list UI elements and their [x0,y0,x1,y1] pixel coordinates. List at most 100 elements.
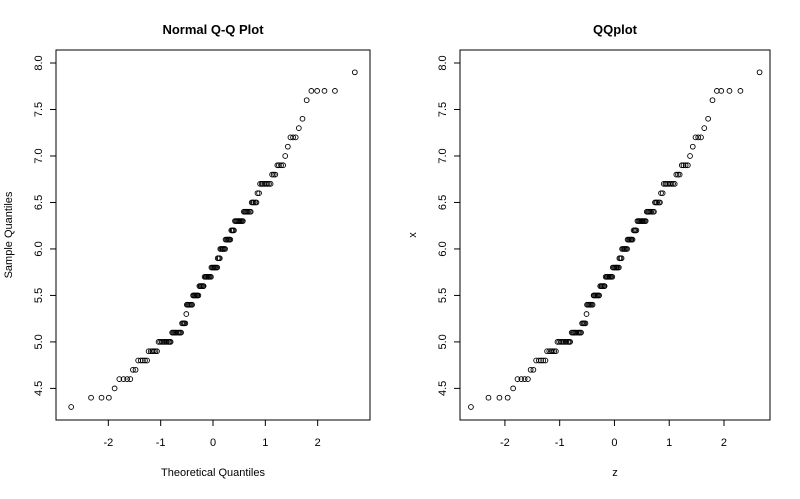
point [157,339,163,345]
point [321,88,328,94]
x-tick-label: -2 [103,437,113,449]
point [633,227,640,234]
point [314,88,320,94]
point [164,339,170,345]
point [256,190,262,197]
point [254,190,261,197]
point [106,394,112,401]
y-tick-label: 5.5 [33,288,45,303]
point [216,255,223,262]
point [504,394,511,401]
plot-frame [55,49,371,421]
point [525,376,531,382]
point [116,376,123,382]
point [132,366,139,373]
x-tick-label: 0 [210,437,216,449]
point [737,88,744,94]
point [245,208,251,215]
point [120,376,127,382]
point [292,134,299,141]
point [673,171,680,178]
point [267,181,274,187]
point [687,153,693,159]
point [544,348,550,355]
point [308,88,315,94]
point [127,376,134,382]
point [675,171,681,178]
point [284,143,291,150]
point [563,339,570,345]
point [167,339,174,345]
y-tick-label: 5.5 [437,288,449,303]
point [709,97,716,104]
chart-title: QQplot [593,22,638,37]
plot-frame [459,49,771,421]
point [68,404,75,410]
point [542,357,549,364]
point [88,394,94,401]
point [351,69,358,76]
point [111,385,118,392]
x-tick-label: -2 [500,437,510,449]
point [214,264,221,271]
y-tick-label: 7.5 [437,102,449,117]
point [276,162,282,169]
point [671,181,678,187]
x-axis-label: Theoretical Quantiles [161,467,265,479]
point [654,199,661,206]
point [615,264,622,271]
point [468,404,474,410]
point [269,171,275,178]
point [670,181,676,187]
point [178,329,184,336]
point [651,208,657,215]
point [290,134,296,141]
point [154,348,160,355]
point [676,171,683,178]
x-tick-label: 1 [666,437,672,449]
point [137,357,144,364]
point [200,283,207,289]
y-axis-label: x [407,232,419,238]
point [618,255,625,262]
point [705,115,711,122]
x-tick-label: 2 [315,437,321,449]
point [756,69,763,76]
chart-title: Normal Q-Q Plot [162,22,264,37]
point [231,227,237,234]
point [124,376,131,382]
point [682,162,689,169]
point [332,88,338,94]
x-tick-label: -1 [156,437,166,449]
point [718,88,725,94]
point [567,339,573,345]
point [250,199,257,206]
point [624,246,630,252]
point [274,162,281,169]
y-axis-label: Sample Quantiles [3,191,15,278]
point [142,357,148,364]
y-tick-label: 8.0 [33,55,45,70]
point [227,236,234,243]
point [222,246,228,252]
x-tick-label: 1 [262,437,268,449]
y-tick-label: 4.5 [33,381,45,396]
point [510,385,516,392]
point [280,162,286,169]
point [295,125,302,131]
point [239,218,246,224]
point [151,348,157,355]
point [270,171,277,178]
point [692,134,699,141]
point [552,348,559,355]
point [657,199,663,206]
point [648,208,654,215]
point [629,236,636,243]
x-tick-label: 2 [721,437,727,449]
point [678,162,685,169]
point [583,311,590,317]
point [140,357,146,364]
y-tick-label: 7.0 [33,148,45,163]
point [189,301,195,308]
